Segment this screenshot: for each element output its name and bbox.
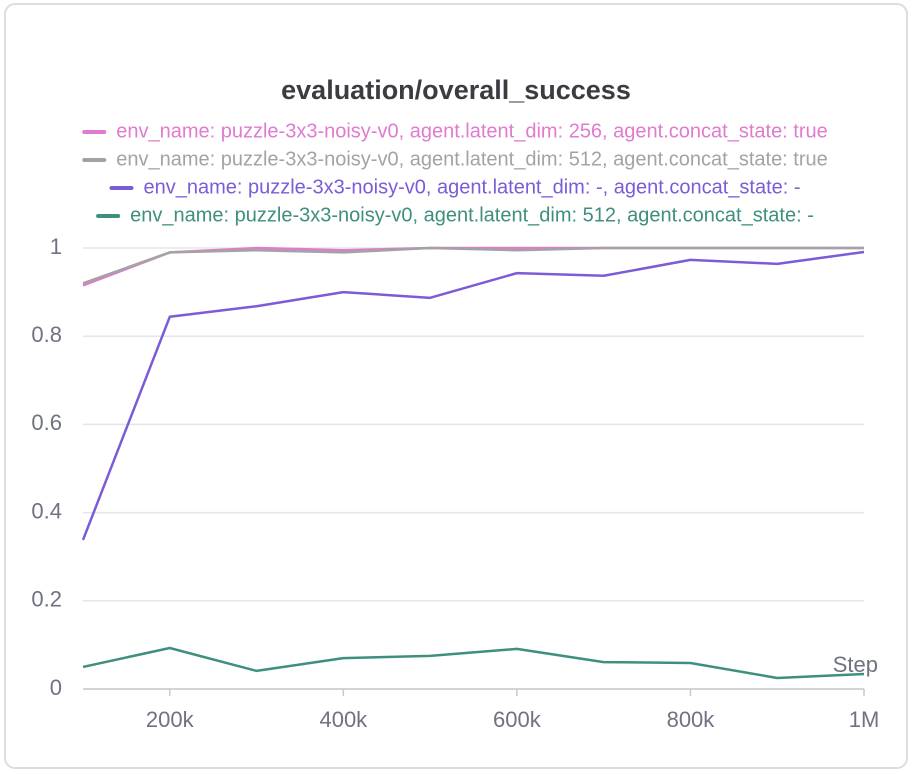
y-tick-label: 1 <box>50 234 62 259</box>
legend-label: env_name: puzzle-3x3-noisy-v0, agent.lat… <box>130 204 814 226</box>
y-tick-label: 0.2 <box>31 587 62 612</box>
panel <box>4 3 908 769</box>
x-axis-label: Step <box>833 652 878 677</box>
legend-label: env_name: puzzle-3x3-noisy-v0, agent.lat… <box>116 120 828 142</box>
x-tick-label: 800k <box>667 707 716 732</box>
chart-title: evaluation/overall_success <box>281 75 631 105</box>
series-line <box>82 246 864 285</box>
y-tick-label: 0.6 <box>31 410 62 435</box>
series-line <box>81 250 865 541</box>
y-tick-label: 0 <box>50 675 62 700</box>
y-tick-label: 0.8 <box>31 322 62 347</box>
legend-label: env_name: puzzle-3x3-noisy-v0, agent.lat… <box>116 148 828 170</box>
x-tick-label: 200k <box>146 707 195 732</box>
series-line <box>82 646 865 680</box>
x-tick-label: 1M <box>849 707 880 732</box>
x-tick-label: 400k <box>319 707 368 732</box>
legend-label: env_name: puzzle-3x3-noisy-v0, agent.lat… <box>143 176 800 198</box>
x-tick-label: 600k <box>493 707 542 732</box>
y-tick-label: 0.4 <box>31 498 62 523</box>
